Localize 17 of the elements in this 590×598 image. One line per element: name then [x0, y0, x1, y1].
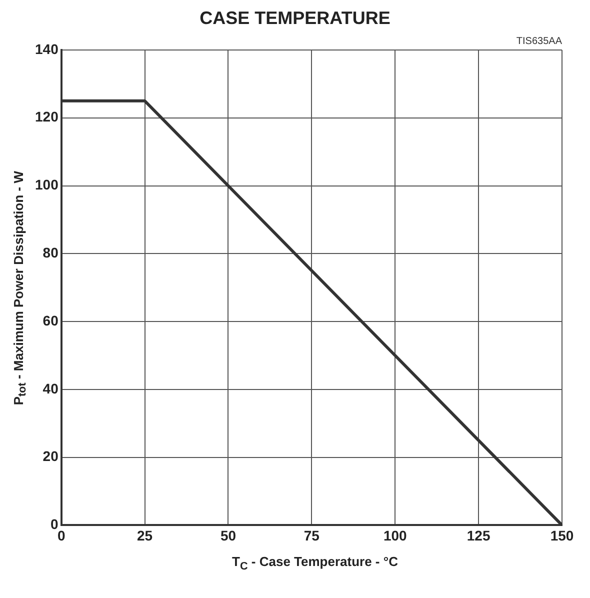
- y-tick-label: 0: [50, 516, 59, 532]
- x-tick-label: 50: [220, 527, 236, 544]
- y-tick-label: 80: [42, 244, 59, 261]
- x-tick-label: 125: [466, 527, 490, 544]
- y-tick-label: 60: [42, 312, 59, 328]
- x-tick-label: 25: [137, 527, 153, 544]
- x-axis-title: T$_{C}$ - Case Temperature - °C: [231, 554, 399, 573]
- x-tick-label: 75: [304, 527, 320, 544]
- x-tick-label: 100: [383, 527, 408, 544]
- y-tick-label: 40: [42, 380, 59, 396]
- chart-title: CASE TEMPERATURE: [198, 8, 392, 28]
- y-tick-label: 140: [35, 40, 59, 57]
- text: TIS635AA: [516, 36, 562, 47]
- y-tick-label: 120: [35, 108, 59, 125]
- x-tick-label: 150: [550, 527, 574, 544]
- y-tick-label: 100: [35, 176, 59, 193]
- y-tick-label: 20: [42, 448, 59, 464]
